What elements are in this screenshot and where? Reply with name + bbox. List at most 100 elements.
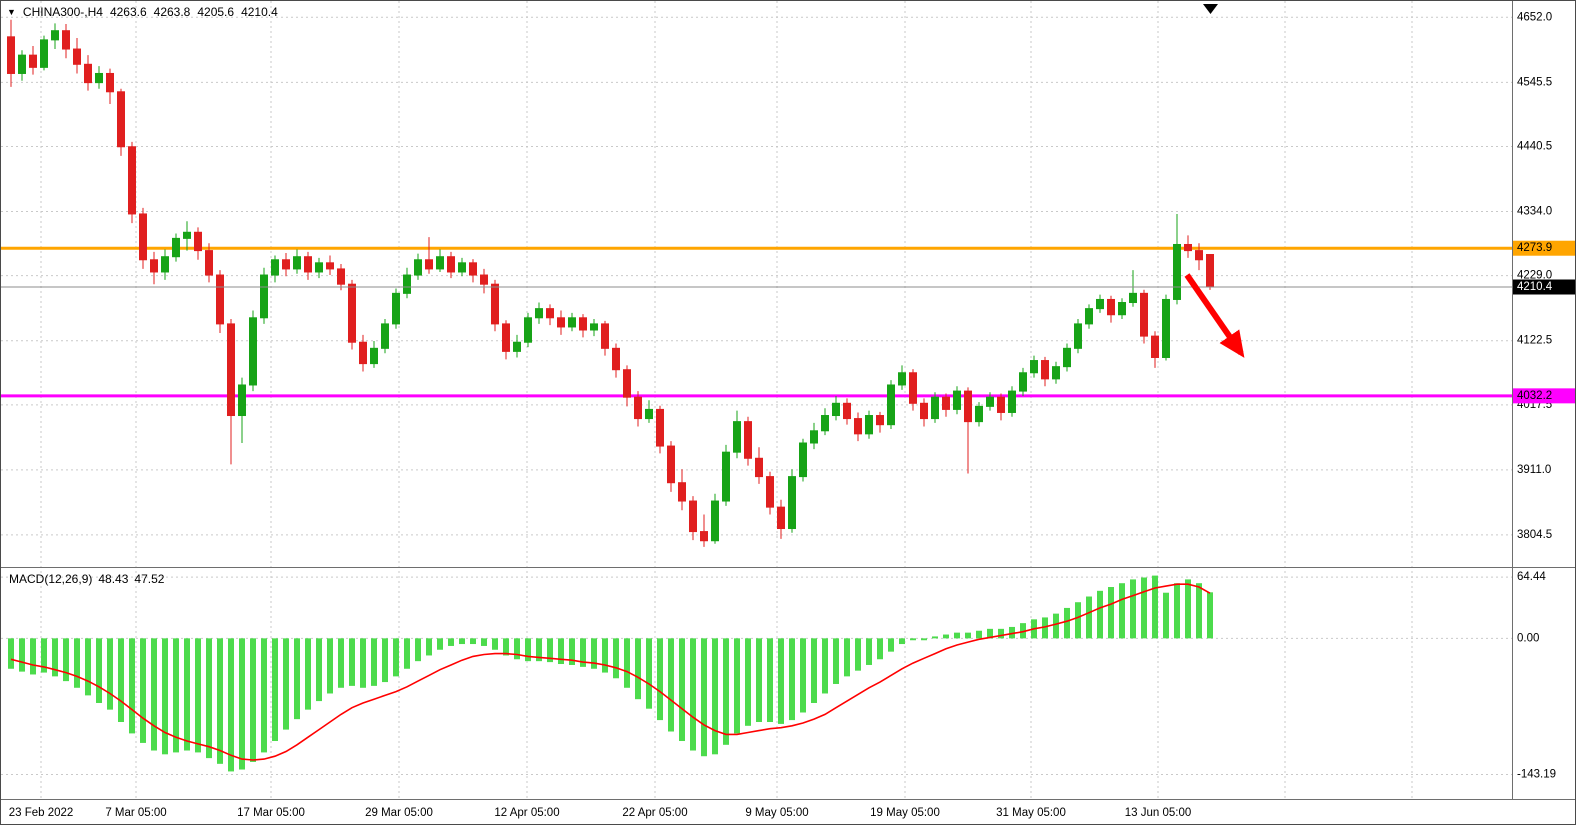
macd-bar — [250, 638, 256, 762]
candle-body — [117, 91, 125, 148]
candle-body — [887, 384, 895, 426]
macd-bar — [756, 638, 762, 722]
macd-bar — [8, 638, 14, 669]
macd-bar — [866, 638, 872, 665]
macd-bar — [1185, 579, 1191, 639]
macd-bar — [943, 634, 949, 639]
macd-bar — [1196, 583, 1202, 639]
resistance-line-badge — [1513, 240, 1575, 256]
macd-bar — [1097, 590, 1103, 639]
candle-body — [711, 500, 719, 542]
candle-body — [810, 430, 818, 444]
macd-bar — [558, 638, 564, 665]
macd-bar — [63, 638, 69, 682]
candle-body — [590, 323, 598, 331]
macd-bar — [811, 638, 817, 703]
candle-body — [304, 256, 312, 273]
candle-body — [326, 262, 334, 270]
candle-body — [139, 213, 147, 261]
time-label: 17 Mar 05:00 — [237, 807, 305, 819]
candle-body — [1052, 366, 1060, 380]
candle-body — [29, 54, 37, 68]
macd-bar — [96, 638, 102, 703]
candle-body — [986, 396, 994, 407]
macd-bar — [437, 638, 443, 650]
macd-bar — [316, 638, 322, 702]
trend-arrow[interactable] — [1184, 273, 1245, 358]
macd-bar — [140, 638, 146, 743]
macd-bar — [701, 638, 707, 757]
macd-bar — [569, 638, 575, 665]
macd-bar — [910, 638, 916, 641]
macd-bar — [1064, 607, 1070, 639]
macd-bar — [580, 638, 586, 667]
macd-bar — [305, 638, 311, 710]
macd-bar — [767, 638, 773, 722]
candle-body — [953, 390, 961, 410]
svg-text:4440.5: 4440.5 — [1517, 140, 1552, 152]
macd-bar — [657, 638, 663, 721]
candle-body — [183, 231, 191, 239]
macd-bar — [635, 638, 641, 700]
macd-bar — [129, 638, 135, 734]
macd-bar — [481, 638, 487, 646]
candle-body — [337, 268, 345, 285]
candle-body — [1041, 360, 1049, 380]
candle-body — [425, 259, 433, 270]
macd-bar — [118, 638, 124, 722]
svg-text:64.44: 64.44 — [1517, 571, 1546, 583]
time-axis[interactable]: 23 Feb 2022 7 Mar 05:00 17 Mar 05:00 29 Mar… — [9, 807, 1192, 819]
candle-body — [491, 283, 499, 325]
macd-bar — [1020, 623, 1026, 639]
macd-bar — [712, 638, 718, 755]
candle-body — [832, 402, 840, 417]
macd-bar — [800, 638, 806, 713]
candle-body — [1030, 360, 1038, 374]
macd-bar — [723, 638, 729, 745]
macd-bar — [151, 638, 157, 751]
macd-bar — [272, 638, 278, 742]
time-label: 19 May 05:00 — [870, 807, 940, 819]
macd-bar — [1174, 583, 1180, 639]
candle-body — [84, 63, 92, 84]
macd-bar — [85, 638, 91, 696]
macd-bar — [1119, 583, 1125, 639]
svg-text:3804.5: 3804.5 — [1517, 529, 1552, 541]
macd-bar — [745, 638, 751, 726]
macd-bar — [525, 638, 531, 662]
candle-body — [513, 341, 521, 352]
candle-body — [645, 408, 653, 420]
candle-body — [535, 308, 543, 319]
candle-body — [469, 262, 477, 276]
macd-bar — [327, 638, 333, 694]
macd-bar — [778, 638, 784, 724]
candle-body — [1195, 250, 1203, 261]
macd-bar — [1053, 613, 1059, 639]
price-scale[interactable]: 4652.04545.54440.54334.04229.04122.54017… — [1513, 11, 1576, 780]
macd-bar — [855, 638, 861, 671]
macd-bar — [1042, 617, 1048, 639]
candle-body — [18, 54, 26, 74]
chart-shift-marker[interactable] — [1203, 4, 1218, 14]
candle-body — [40, 39, 48, 68]
candle-body — [700, 531, 708, 542]
candle-body — [1074, 323, 1082, 349]
macd-bar — [30, 638, 36, 675]
candle-body — [755, 457, 763, 478]
macd-bar — [360, 638, 366, 688]
macd-bar — [844, 638, 850, 677]
candle-body — [876, 415, 884, 426]
candle-body — [997, 396, 1005, 413]
candle-body — [942, 396, 950, 410]
candle-body — [667, 445, 675, 484]
candle-body — [1107, 298, 1115, 316]
candle-body — [524, 317, 532, 343]
candle-body — [282, 259, 290, 270]
macd-bar — [1075, 602, 1081, 639]
candle-body — [777, 506, 785, 530]
candle-body — [1140, 292, 1148, 337]
candle-body — [733, 421, 741, 453]
svg-text:4545.5: 4545.5 — [1517, 76, 1552, 88]
